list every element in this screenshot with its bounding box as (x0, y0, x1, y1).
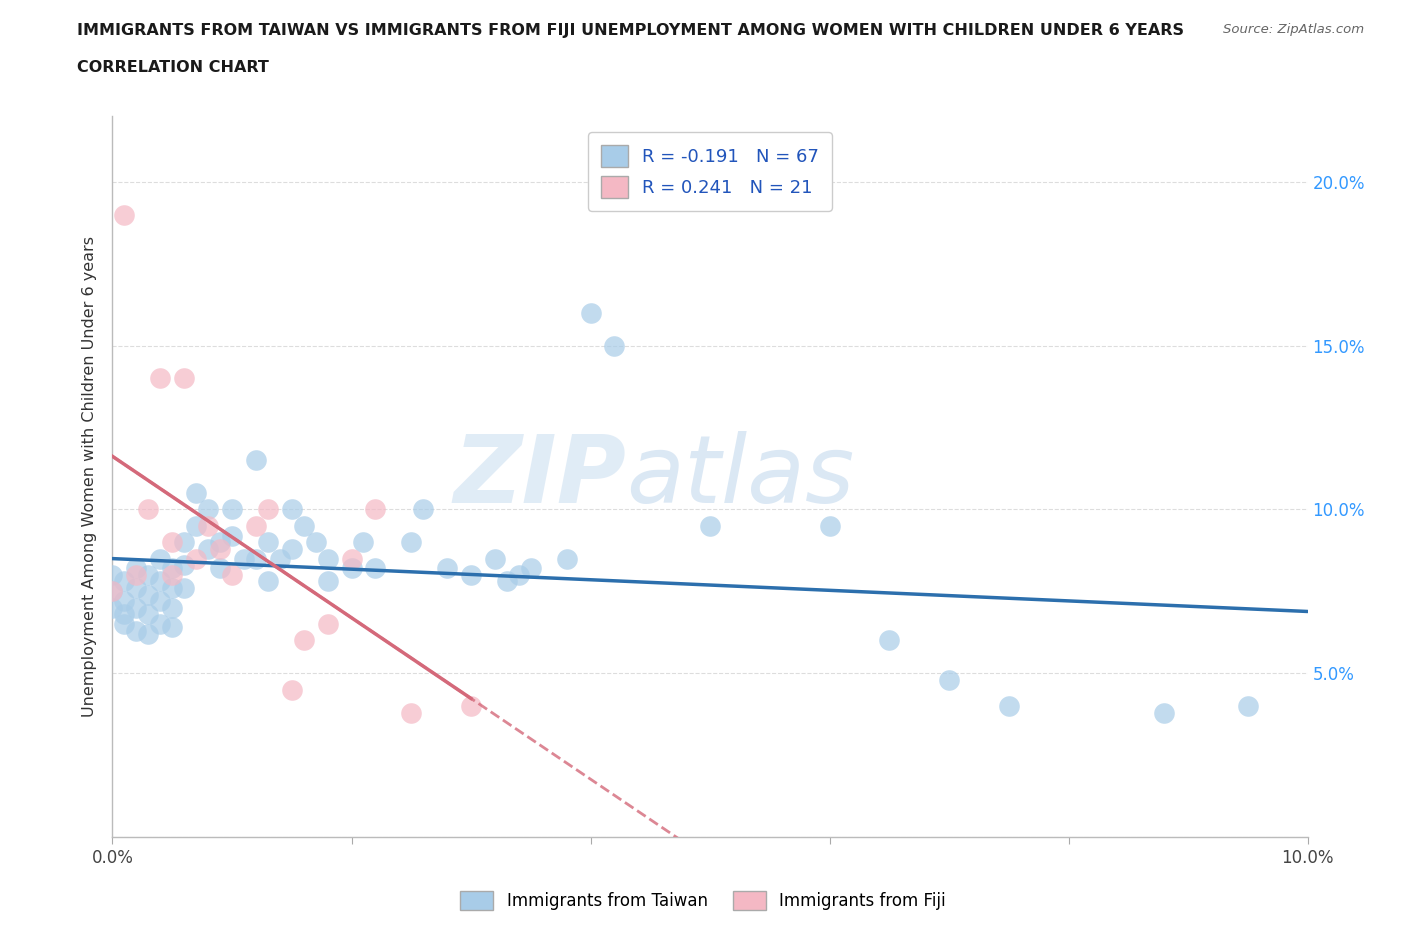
Point (1237, 698, 1260, 713)
Point (186, 518, 208, 533)
Point (401, 535, 423, 550)
Point (149, 617, 172, 631)
Point (364, 502, 387, 517)
Point (233, 551, 256, 566)
Point (436, 561, 458, 576)
Point (305, 535, 328, 550)
Point (555, 551, 578, 566)
Point (412, 502, 434, 517)
Point (149, 574, 172, 589)
Point (316, 551, 339, 566)
Point (114, 617, 135, 631)
Text: Source: ZipAtlas.com: Source: ZipAtlas.com (1223, 23, 1364, 36)
Point (101, 600, 124, 615)
Text: IMMIGRANTS FROM TAIWAN VS IMMIGRANTS FROM FIJI UNEMPLOYMENT AMONG WOMEN WITH CHI: IMMIGRANTS FROM TAIWAN VS IMMIGRANTS FRO… (77, 23, 1184, 38)
Point (1153, 705, 1175, 720)
Point (401, 705, 423, 720)
Point (197, 502, 219, 517)
Legend: Immigrants from Taiwan, Immigrants from Fiji: Immigrants from Taiwan, Immigrants from … (453, 884, 953, 917)
Point (209, 561, 232, 576)
Point (162, 600, 183, 615)
Point (257, 502, 280, 517)
Point (221, 528, 243, 543)
Point (209, 541, 232, 556)
Point (281, 682, 304, 697)
Point (101, 584, 124, 599)
Point (138, 567, 160, 582)
Point (245, 551, 267, 566)
Point (269, 551, 291, 566)
Point (699, 518, 721, 533)
Point (316, 617, 339, 631)
Legend: R = -0.191   N = 67, R = 0.241   N = 21: R = -0.191 N = 67, R = 0.241 N = 21 (588, 132, 832, 211)
Point (162, 567, 183, 582)
Point (173, 580, 195, 595)
Point (281, 541, 304, 556)
Point (101, 567, 124, 582)
Point (197, 518, 219, 533)
Point (340, 561, 363, 576)
Point (496, 574, 519, 589)
Point (292, 518, 315, 533)
Point (460, 567, 482, 582)
Point (125, 623, 148, 638)
Point (125, 600, 148, 615)
Point (125, 567, 148, 582)
Point (125, 580, 148, 595)
Point (257, 574, 280, 589)
Point (209, 535, 232, 550)
Y-axis label: Unemployment Among Women with Children Under 6 years: Unemployment Among Women with Children U… (82, 236, 97, 717)
Point (149, 371, 172, 386)
Point (173, 558, 195, 573)
Point (138, 627, 160, 642)
Point (484, 551, 506, 566)
Point (114, 574, 135, 589)
Point (162, 535, 183, 550)
Point (138, 587, 160, 602)
Point (221, 502, 243, 517)
Point (138, 502, 160, 517)
Point (101, 584, 124, 599)
Point (114, 207, 135, 222)
Point (125, 561, 148, 576)
Point (173, 535, 195, 550)
Point (162, 620, 183, 635)
Point (281, 502, 304, 517)
Point (364, 561, 387, 576)
Point (245, 453, 267, 468)
Point (114, 606, 135, 621)
Point (938, 672, 960, 687)
Point (114, 593, 135, 608)
Point (879, 633, 901, 648)
Point (460, 698, 482, 713)
Point (603, 339, 626, 353)
Point (221, 567, 243, 582)
Point (186, 551, 208, 566)
Point (173, 371, 195, 386)
Point (292, 633, 315, 648)
Point (162, 561, 183, 576)
Point (257, 535, 280, 550)
Point (818, 518, 841, 533)
Point (508, 567, 530, 582)
Text: atlas: atlas (627, 432, 855, 522)
Point (316, 574, 339, 589)
Point (162, 580, 183, 595)
Point (353, 535, 375, 550)
Point (245, 518, 267, 533)
Point (998, 698, 1021, 713)
Point (149, 551, 172, 566)
Point (149, 593, 172, 608)
Point (197, 541, 219, 556)
Text: ZIP: ZIP (454, 431, 627, 523)
Point (340, 551, 363, 566)
Point (138, 606, 160, 621)
Point (520, 561, 543, 576)
Point (579, 305, 602, 320)
Point (186, 485, 208, 500)
Text: CORRELATION CHART: CORRELATION CHART (77, 60, 269, 75)
